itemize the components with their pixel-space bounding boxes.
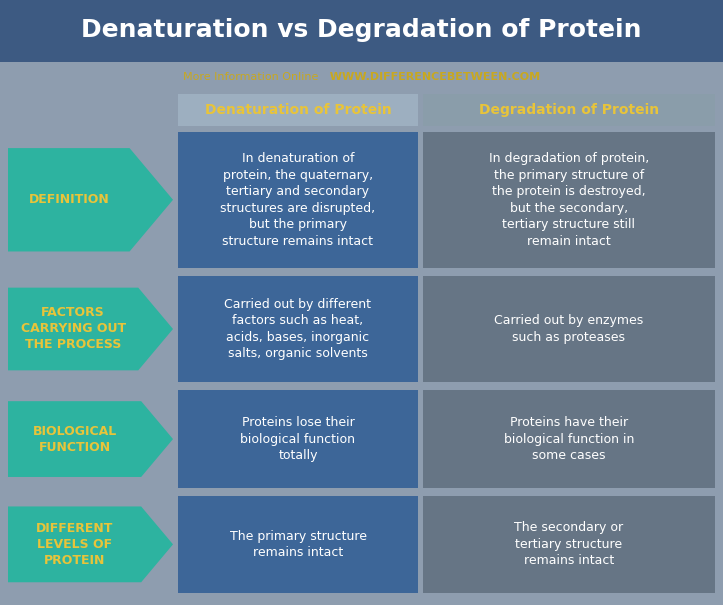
Text: In degradation of protein,
the primary structure of
the protein is destroyed,
bu: In degradation of protein, the primary s… (489, 152, 649, 247)
Polygon shape (8, 287, 173, 370)
Bar (178, 94, 418, 126)
Text: Carried out by enzymes
such as proteases: Carried out by enzymes such as proteases (495, 314, 643, 344)
Polygon shape (8, 401, 173, 477)
Bar (0, 92, 723, 128)
Text: The primary structure
remains intact: The primary structure remains intact (229, 529, 367, 559)
Bar (178, 390, 418, 488)
Bar (0, 0, 723, 62)
Text: Proteins lose their
biological function
totally: Proteins lose their biological function … (241, 416, 356, 462)
Bar (178, 275, 418, 382)
Polygon shape (8, 506, 173, 582)
Bar (423, 132, 715, 267)
Text: Denaturation vs Degradation of Protein: Denaturation vs Degradation of Protein (81, 18, 642, 42)
Text: The secondary or
tertiary structure
remains intact: The secondary or tertiary structure rema… (515, 522, 623, 567)
Text: Denaturation of Protein: Denaturation of Protein (205, 103, 391, 117)
Bar (0, 62, 723, 92)
Text: FACTORS
CARRYING OUT
THE PROCESS: FACTORS CARRYING OUT THE PROCESS (20, 307, 126, 352)
Bar (423, 94, 715, 126)
Bar (423, 495, 715, 593)
Text: More Information Online: More Information Online (183, 72, 318, 82)
Bar (423, 275, 715, 382)
Polygon shape (8, 148, 173, 252)
Text: DEFINITION: DEFINITION (28, 193, 109, 206)
Text: Degradation of Protein: Degradation of Protein (479, 103, 659, 117)
Text: DIFFERENT
LEVELS OF
PROTEIN: DIFFERENT LEVELS OF PROTEIN (36, 522, 114, 567)
Bar (423, 390, 715, 488)
Text: In denaturation of
protein, the quaternary,
tertiary and secondary
structures ar: In denaturation of protein, the quaterna… (221, 152, 375, 247)
Text: Proteins have their
biological function in
some cases: Proteins have their biological function … (504, 416, 634, 462)
Bar (178, 495, 418, 593)
Text: Carried out by different
factors such as heat,
acids, bases, inorganic
salts, or: Carried out by different factors such as… (225, 298, 372, 360)
Bar (178, 132, 418, 267)
Text: WWW.DIFFERENCEBETWEEN.COM: WWW.DIFFERENCEBETWEEN.COM (322, 72, 540, 82)
Text: BIOLOGICAL
FUNCTION: BIOLOGICAL FUNCTION (33, 425, 116, 454)
